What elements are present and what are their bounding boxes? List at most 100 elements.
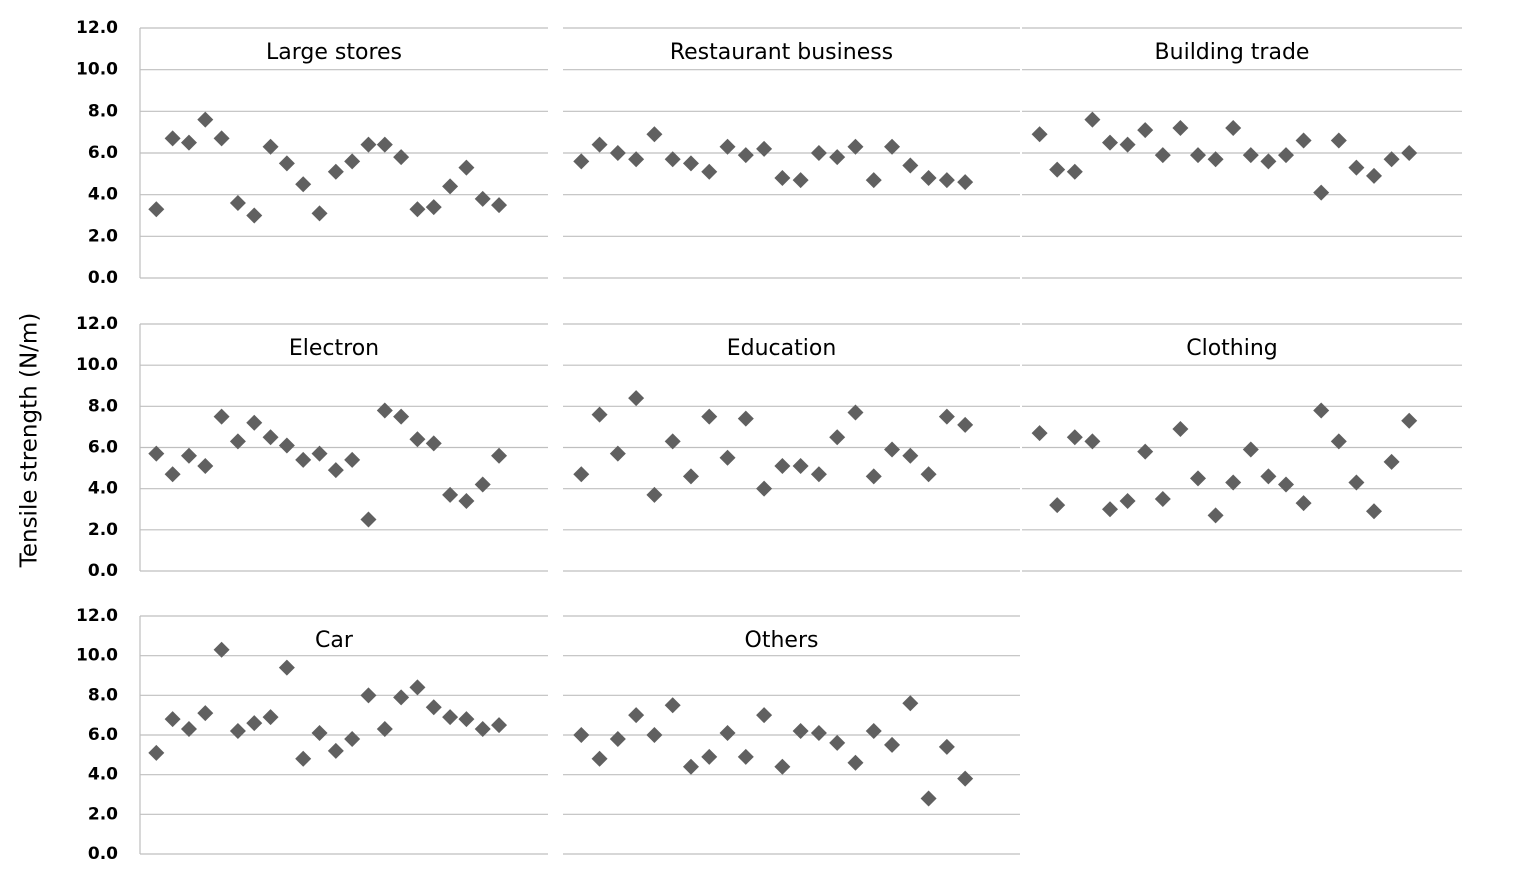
point xyxy=(865,723,882,740)
point xyxy=(425,199,442,216)
point xyxy=(664,697,681,714)
point xyxy=(262,138,279,155)
point xyxy=(664,433,681,450)
point xyxy=(1137,443,1154,460)
y-tick-label: 12.0 xyxy=(76,18,118,38)
point xyxy=(609,445,626,462)
point xyxy=(474,476,491,493)
point xyxy=(1190,147,1206,164)
point xyxy=(409,431,426,448)
point xyxy=(1102,501,1118,518)
point xyxy=(774,758,791,775)
point xyxy=(1330,132,1347,149)
point xyxy=(344,730,361,747)
point xyxy=(393,408,410,425)
point xyxy=(180,721,197,738)
point xyxy=(295,176,312,193)
point xyxy=(628,151,645,168)
point xyxy=(1066,163,1083,180)
point xyxy=(376,136,393,153)
point xyxy=(295,750,312,767)
point xyxy=(1295,495,1312,512)
point xyxy=(278,437,295,454)
point xyxy=(148,201,165,218)
point xyxy=(1383,151,1400,168)
point xyxy=(229,433,246,450)
point xyxy=(1102,134,1118,151)
point xyxy=(1366,167,1382,184)
point xyxy=(1313,184,1330,201)
point xyxy=(719,138,736,155)
point xyxy=(393,149,410,166)
point xyxy=(376,721,393,738)
point xyxy=(1225,120,1242,136)
point xyxy=(1295,132,1312,149)
point xyxy=(609,730,626,747)
point xyxy=(591,406,608,423)
point xyxy=(756,480,773,497)
panel-title: Education xyxy=(727,336,837,361)
point xyxy=(829,734,846,751)
point xyxy=(1348,159,1365,176)
point xyxy=(737,147,754,164)
point xyxy=(957,416,974,433)
point xyxy=(646,126,663,143)
point xyxy=(425,435,442,452)
point xyxy=(409,679,426,696)
point xyxy=(682,155,699,172)
point xyxy=(360,687,377,704)
point xyxy=(701,408,718,425)
point xyxy=(884,138,901,155)
point xyxy=(701,163,718,180)
point xyxy=(847,138,864,155)
point xyxy=(344,153,361,170)
point xyxy=(246,207,263,224)
point xyxy=(148,744,165,761)
panel-title: Electron xyxy=(289,336,379,361)
point xyxy=(792,172,809,189)
point xyxy=(491,717,508,734)
point xyxy=(197,705,214,722)
point xyxy=(792,723,809,740)
point xyxy=(884,441,901,458)
point xyxy=(491,447,508,464)
point xyxy=(1383,453,1400,470)
point xyxy=(164,711,181,728)
point xyxy=(573,153,590,170)
point xyxy=(829,429,846,446)
y-tick-label: 6.0 xyxy=(88,438,118,458)
point xyxy=(197,458,214,475)
point xyxy=(1066,429,1083,446)
point xyxy=(792,458,809,475)
panel-title: Clothing xyxy=(1186,336,1278,361)
point xyxy=(737,748,754,765)
point xyxy=(1278,476,1294,493)
point xyxy=(213,641,230,658)
point xyxy=(847,404,864,421)
point xyxy=(409,201,426,218)
point xyxy=(197,111,214,128)
point xyxy=(278,155,295,172)
panel-title: Large stores xyxy=(266,40,402,65)
y-tick-label: 0.0 xyxy=(88,844,118,864)
point xyxy=(262,709,279,726)
point xyxy=(246,414,263,431)
point xyxy=(701,748,718,765)
panel-title: Others xyxy=(745,628,819,653)
point xyxy=(810,725,827,742)
y-tick-label: 8.0 xyxy=(88,685,118,705)
y-tick-label: 4.0 xyxy=(88,185,118,205)
point xyxy=(164,466,181,483)
point xyxy=(573,466,590,483)
point xyxy=(920,466,937,483)
point xyxy=(311,725,328,742)
point xyxy=(295,451,312,468)
point xyxy=(1031,425,1048,442)
point xyxy=(920,170,937,186)
y-tick-label: 0.0 xyxy=(88,268,118,288)
point xyxy=(458,711,475,728)
point xyxy=(847,754,864,771)
y-tick-label: 6.0 xyxy=(88,725,118,745)
point xyxy=(1401,145,1418,161)
